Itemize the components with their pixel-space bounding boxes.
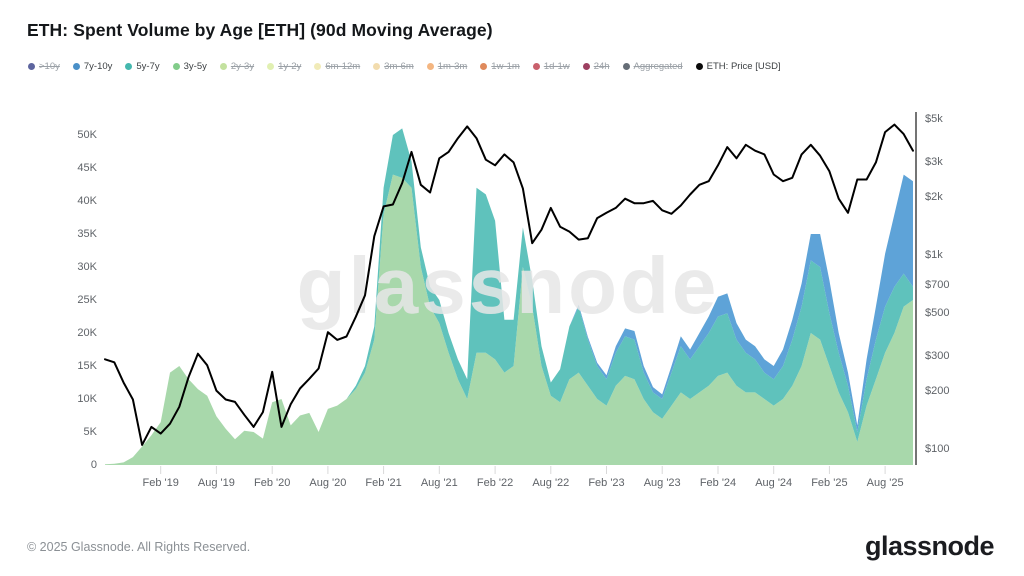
legend-item-label: 3y-5y xyxy=(183,61,207,72)
legend-item--10y[interactable]: >10y xyxy=(28,61,60,72)
x-axis-tick-label: Feb '20 xyxy=(254,477,291,489)
legend-dot-icon xyxy=(426,63,434,70)
chart-plot-area[interactable] xyxy=(105,112,916,465)
legend-item-3y-5y[interactable]: 3y-5y xyxy=(172,61,207,72)
left-axis-tick-label: 50K xyxy=(77,129,97,141)
left-axis-tick-label: 20K xyxy=(77,327,97,339)
glassnode-logo: glassnode xyxy=(864,531,995,561)
legend-dot-icon xyxy=(480,63,488,70)
x-axis-tick-label: Aug '25 xyxy=(866,477,904,489)
copyright-text: © 2025 Glassnode. All Rights Reserved. xyxy=(27,540,251,554)
legend-item-1w-1m[interactable]: 1w-1m xyxy=(480,61,520,72)
legend-item-label: 1y-2y xyxy=(278,61,302,72)
legend-dot-icon xyxy=(314,63,322,70)
legend-item-label: 1w-1m xyxy=(491,61,520,72)
legend-item-1m-3m[interactable]: 1m-3m xyxy=(426,61,468,72)
right-axis-tick-label: $500 xyxy=(925,307,950,320)
legend-item-6m-12m[interactable]: 6m-12m xyxy=(314,61,360,72)
left-axis-tick-label: 10K xyxy=(77,393,97,405)
left-axis-tick-label: 25K xyxy=(77,294,97,306)
x-axis-tick-label: Aug '20 xyxy=(309,477,347,489)
right-axis-tick-label: $1k xyxy=(925,249,943,261)
legend-item-label: 5y-7y xyxy=(136,61,160,72)
x-axis-tick-label: Aug '19 xyxy=(197,477,235,489)
legend-item-label: 7y-10y xyxy=(83,61,113,72)
legend-dot-icon xyxy=(219,63,227,70)
x-axis-tick-label: Feb '25 xyxy=(811,477,848,489)
legend-item-1y-2y[interactable]: 1y-2y xyxy=(267,61,301,72)
legend-item-2y-3y[interactable]: 2y-3y xyxy=(219,61,255,72)
legend-dot-icon xyxy=(172,63,180,70)
legend-item-3m-6m[interactable]: 3m-6m xyxy=(373,61,414,72)
x-axis-tick-label: Aug '21 xyxy=(420,477,458,489)
price-line xyxy=(104,123,914,446)
left-axis-tick-label: 45K xyxy=(77,162,97,174)
right-axis-tick-label: $700 xyxy=(925,279,950,292)
x-axis-tick-label: Feb '24 xyxy=(699,477,737,489)
legend: >10y 7y-10y 5y-7y 3y-5y 2y-3y 1y-2y 6m-12m 3m-6… xyxy=(28,61,781,72)
left-axis-tick-label: 35K xyxy=(77,228,97,240)
left-axis-tick-label: 40K xyxy=(77,195,97,207)
legend-item-label: 24h xyxy=(593,61,610,72)
legend-dot-icon xyxy=(532,63,540,70)
x-axis-tick-label: Feb '21 xyxy=(365,477,402,489)
legend-item-24h[interactable]: 24h xyxy=(582,61,610,72)
left-axis-tick-label: 5K xyxy=(83,426,97,438)
legend-dot-icon xyxy=(72,63,80,70)
x-axis-tick-label: Aug '22 xyxy=(532,477,570,489)
legend-item-eth-price-usd-[interactable]: ETH: Price [USD] xyxy=(695,61,781,72)
legend-item-7y-10y[interactable]: 7y-10y xyxy=(72,61,113,72)
right-axis-tick-label: $300 xyxy=(925,350,950,363)
legend-item-label: 1d-1w xyxy=(543,61,570,72)
right-axis-tick-label: $3k xyxy=(925,156,943,169)
right-axis-tick-label: $2k xyxy=(925,190,943,203)
area-series-3y-5y xyxy=(105,174,913,465)
right-axis-tick-label: $5k xyxy=(925,113,943,126)
x-axis-tick-label: Feb '22 xyxy=(476,477,514,489)
left-axis-tick-label: 0 xyxy=(90,459,97,471)
left-axis-tick-label: 15K xyxy=(77,360,97,372)
legend-item-label: 2y-3y xyxy=(230,61,255,72)
x-axis-tick-label: Feb '19 xyxy=(142,477,179,489)
legend-dot-icon xyxy=(267,63,275,70)
legend-dot-icon xyxy=(28,63,35,70)
x-axis-tick-label: Feb '23 xyxy=(588,477,625,489)
x-axis-tick-label: Aug '24 xyxy=(755,477,793,489)
legend-item-label: Aggregated xyxy=(633,61,683,72)
legend-item-label: ETH: Price [USD] xyxy=(706,61,781,72)
legend-item-label: 3m-6m xyxy=(384,61,414,72)
page-title: ETH: Spent Volume by Age [ETH] (90d Movi… xyxy=(27,20,493,40)
legend-dot-icon xyxy=(695,63,703,70)
legend-dot-icon xyxy=(373,63,381,70)
legend-dot-icon xyxy=(125,63,133,70)
legend-item-label: >10y xyxy=(39,61,60,72)
left-axis-tick-label: 30K xyxy=(77,261,97,273)
legend-dot-icon xyxy=(622,63,630,70)
legend-dot-icon xyxy=(582,63,590,70)
legend-item-1d-1w[interactable]: 1d-1w xyxy=(532,61,570,72)
right-axis-tick-label: $200 xyxy=(925,384,950,397)
legend-item-5y-7y[interactable]: 5y-7y xyxy=(125,61,160,72)
area-series-5y-7y xyxy=(105,128,913,465)
legend-item-label: 6m-12m xyxy=(325,61,361,72)
legend-item-aggregated[interactable]: Aggregated xyxy=(622,61,683,72)
legend-item-label: 1m-3m xyxy=(437,61,468,72)
right-axis-tick-label: $100 xyxy=(925,443,950,455)
x-axis-tick-label: Aug '23 xyxy=(643,477,681,489)
